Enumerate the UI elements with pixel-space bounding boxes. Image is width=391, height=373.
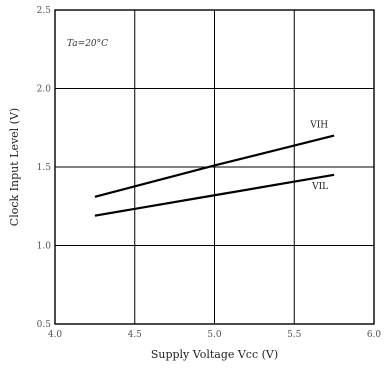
y-axis-label: Clock Input Level (V) [8, 108, 21, 226]
series-label-vih: VIH [309, 121, 328, 131]
x-tick-label: 5.5 [287, 330, 302, 340]
series-line-vil [94, 173, 335, 217]
x-axis-label: Supply Voltage Vcc (V) [151, 348, 278, 361]
x-tick-label: 6.0 [367, 330, 382, 340]
chart-text: Ta=20°C Supply Voltage Vcc (V) Clock Inp… [8, 39, 278, 361]
y-tick-label: 2.5 [37, 6, 52, 16]
grid: 4.0 4.5 5.0 5.5 6.0 0.5 1.0 1.5 2.0 2.5 [37, 6, 382, 340]
y-tick-label: 2.0 [37, 85, 52, 95]
temperature-annotation: Ta=20°C [67, 39, 108, 49]
x-tick-label: 4.5 [128, 330, 143, 340]
x-tick-label: 5.0 [207, 330, 222, 340]
series-label-vil: VIL [311, 182, 328, 192]
x-tick-label: 4.0 [48, 330, 63, 340]
series-lines: VIH VIL [94, 121, 335, 217]
y-tick-label: 0.5 [37, 320, 52, 330]
y-tick-label: 1.5 [37, 163, 52, 173]
series-line-vih [94, 134, 335, 198]
y-tick-label: 1.0 [37, 242, 52, 252]
